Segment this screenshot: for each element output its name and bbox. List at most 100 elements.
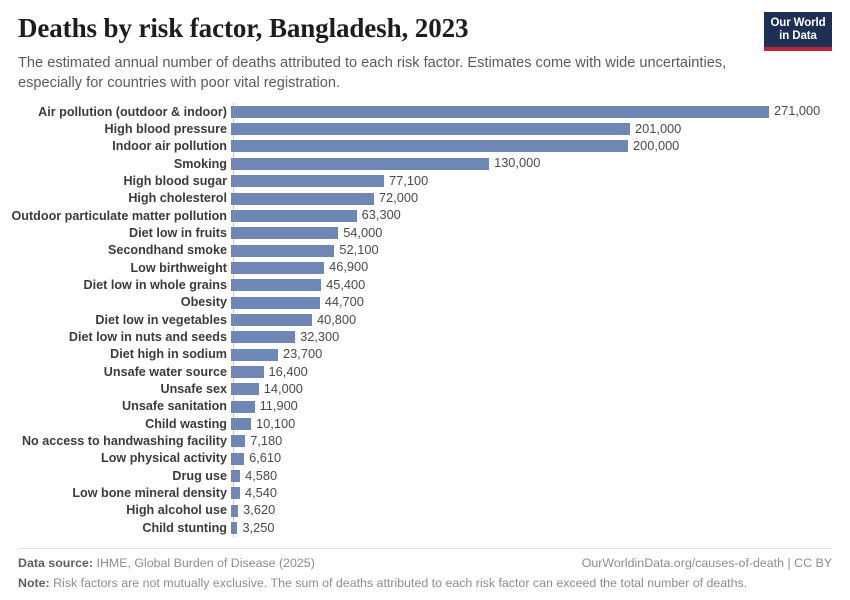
bar-row[interactable]: High blood pressure 201,000 xyxy=(0,120,850,137)
bar-row[interactable]: Obesity 44,700 xyxy=(0,294,850,311)
bar-value-label: 77,100 xyxy=(389,172,429,188)
bar[interactable] xyxy=(231,383,259,396)
bar-track: 54,000 xyxy=(231,225,850,242)
bar[interactable] xyxy=(231,452,245,465)
bar-row[interactable]: Child stunting 3,250 xyxy=(0,519,850,536)
bar-row[interactable]: High cholesterol 72,000 xyxy=(0,190,850,207)
bar[interactable] xyxy=(231,244,335,257)
bar-value-label: 11,900 xyxy=(259,398,298,414)
bar[interactable] xyxy=(231,417,252,430)
bar[interactable] xyxy=(231,261,325,274)
bar[interactable] xyxy=(231,435,246,448)
bar-value-label: 46,900 xyxy=(329,259,369,275)
bar-row[interactable]: Diet low in whole grains 45,400 xyxy=(0,277,850,294)
bar-row[interactable]: Secondhand smoke 52,100 xyxy=(0,242,850,259)
bar[interactable] xyxy=(231,487,240,500)
bar[interactable] xyxy=(231,123,631,136)
bar-row[interactable]: Unsafe water source 16,400 xyxy=(0,363,850,380)
plot-area: Air pollution (outdoor & indoor) 271,000 H… xyxy=(0,103,850,548)
bar-value-label: 32,300 xyxy=(300,328,340,344)
bar-row[interactable]: Diet low in fruits 54,000 xyxy=(0,225,850,242)
data-source-label: Data source: xyxy=(18,556,94,570)
bar-track: 52,100 xyxy=(231,242,850,259)
bar-category-label: Obesity xyxy=(180,295,227,310)
bar-track: 63,300 xyxy=(231,207,850,224)
bar-category-label: High blood pressure xyxy=(104,121,227,136)
bar[interactable] xyxy=(231,296,320,309)
page-title: Deaths by risk factor, Bangladesh, 2023 xyxy=(18,13,469,43)
chart-footer: Data source: IHME, Global Burden of Dise… xyxy=(18,548,832,600)
bar-row[interactable]: Unsafe sex 14,000 xyxy=(0,381,850,398)
bar[interactable] xyxy=(231,227,339,240)
bar[interactable] xyxy=(231,365,264,378)
bar-category-label: Diet high in sodium xyxy=(110,347,227,362)
bar[interactable] xyxy=(231,175,385,188)
bar-category-label: Indoor air pollution xyxy=(112,139,227,154)
bar-value-label: 3,250 xyxy=(242,519,275,535)
bar[interactable] xyxy=(231,348,279,361)
bar-track: 44,700 xyxy=(231,294,850,311)
bar-track: 3,620 xyxy=(231,502,850,519)
bar-category-label: Unsafe sanitation xyxy=(122,399,227,414)
data-source: Data source: IHME, Global Burden of Dise… xyxy=(18,556,315,570)
our-world-in-data-logo[interactable]: Our World in Data xyxy=(764,12,832,52)
bar-row[interactable]: Diet low in nuts and seeds 32,300 xyxy=(0,329,850,346)
footer-note-text: Risk factors are not mutually exclusive.… xyxy=(49,576,748,590)
bar-value-label: 6,610 xyxy=(249,450,282,466)
bar-category-label: Child stunting xyxy=(142,520,227,535)
bar-category-label: Air pollution (outdoor & indoor) xyxy=(38,104,227,119)
bar-value-label: 200,000 xyxy=(633,138,680,154)
bar-track: 4,580 xyxy=(231,467,850,484)
bar-row[interactable]: High alcohol use 3,620 xyxy=(0,502,850,519)
bar-row[interactable]: Indoor air pollution 200,000 xyxy=(0,138,850,155)
bar-row[interactable]: Unsafe sanitation 11,900 xyxy=(0,398,850,415)
bar[interactable] xyxy=(231,313,312,326)
bar-category-label: Outdoor particulate matter pollution xyxy=(11,208,228,223)
bar-row[interactable]: Child wasting 10,100 xyxy=(0,415,850,432)
bar[interactable] xyxy=(231,157,490,170)
bar-value-label: 54,000 xyxy=(343,224,383,240)
bar-track: 3,250 xyxy=(231,519,850,536)
chart-header: Deaths by risk factor, Bangladesh, 2023 … xyxy=(0,0,850,94)
bar[interactable] xyxy=(231,140,629,153)
bar-track: 11,900 xyxy=(231,398,850,415)
bar-row[interactable]: No access to handwashing facility 7,180 xyxy=(0,433,850,450)
bar-track: 23,700 xyxy=(231,346,850,363)
bar-row[interactable]: Low bone mineral density 4,540 xyxy=(0,485,850,502)
bar-value-label: 40,800 xyxy=(316,311,357,327)
bar[interactable] xyxy=(231,504,239,517)
footer-note-label: Note: xyxy=(18,576,50,590)
bar[interactable] xyxy=(231,470,241,483)
bar[interactable] xyxy=(231,279,322,292)
bar-track: 10,100 xyxy=(231,415,850,432)
bar-row[interactable]: Diet low in vegetables 40,800 xyxy=(0,311,850,328)
bar-track: 16,400 xyxy=(231,363,850,380)
bar-row[interactable]: Diet high in sodium 23,700 xyxy=(0,346,850,363)
bar[interactable] xyxy=(231,209,357,222)
bar[interactable] xyxy=(231,522,238,535)
bar-row[interactable]: High blood sugar 77,100 xyxy=(0,173,850,190)
attribution-link[interactable]: OurWorldinData.org/causes-of-death | CC … xyxy=(581,556,832,570)
bar-track: 46,900 xyxy=(231,259,850,276)
bar[interactable] xyxy=(231,400,255,413)
bar-value-label: 201,000 xyxy=(635,120,682,136)
bar-category-label: Low bone mineral density xyxy=(72,486,227,501)
bar-category-label: Child wasting xyxy=(145,416,227,431)
bar-value-label: 45,400 xyxy=(326,276,366,292)
bar-category-label: Secondhand smoke xyxy=(108,243,227,258)
bar-row[interactable]: Low physical activity 6,610 xyxy=(0,450,850,467)
bar-value-label: 16,400 xyxy=(268,363,308,379)
bar-row[interactable]: Low birthweight 46,900 xyxy=(0,259,850,276)
bar-category-label: Diet low in fruits xyxy=(129,225,227,240)
bar-row[interactable]: Smoking 130,000 xyxy=(0,155,850,172)
bar-value-label: 14,000 xyxy=(263,380,303,396)
bar-track: 6,610 xyxy=(231,450,850,467)
bar-value-label: 63,300 xyxy=(361,207,401,223)
bar-row[interactable]: Drug use 4,580 xyxy=(0,467,850,484)
bar-row[interactable]: Air pollution (outdoor & indoor) 271,000 xyxy=(0,103,850,120)
bar[interactable] xyxy=(231,331,296,344)
bar[interactable] xyxy=(231,105,769,118)
bar[interactable] xyxy=(231,192,374,205)
bar-row[interactable]: Outdoor particulate matter pollution 63,3… xyxy=(0,207,850,224)
